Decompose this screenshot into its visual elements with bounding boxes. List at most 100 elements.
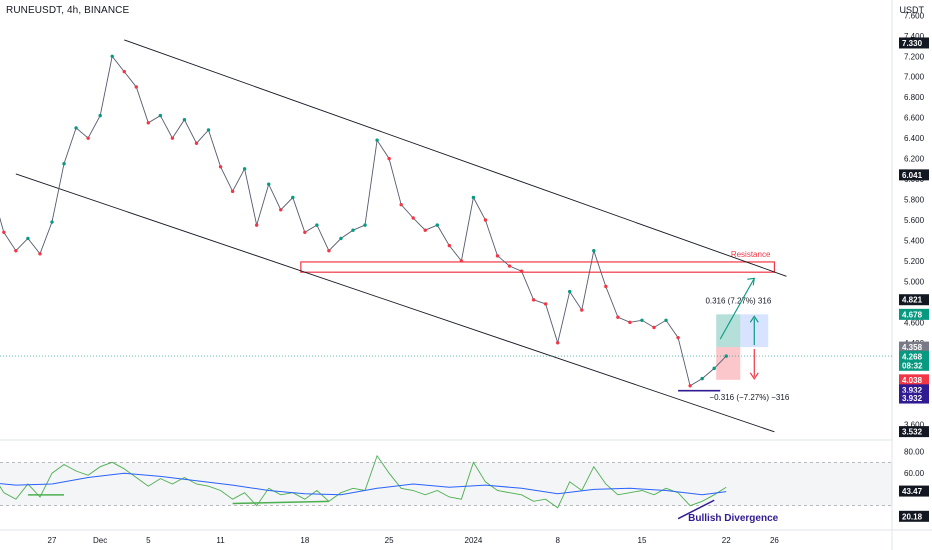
- price-point: [447, 243, 452, 248]
- time-tick-label: 25: [385, 536, 394, 545]
- price-tag-label: 4.678: [902, 310, 923, 319]
- price-tag: [899, 426, 929, 438]
- price-point: [399, 202, 403, 207]
- rsi-tick-label: 60.00: [904, 469, 925, 478]
- price-point: [423, 228, 427, 232]
- price-point: [555, 341, 560, 345]
- price-point: [206, 128, 211, 132]
- price-point: [218, 165, 223, 169]
- time-tick-label: 15: [638, 536, 647, 545]
- price-tag-label: 3.932: [902, 386, 923, 395]
- price-point: [507, 264, 512, 268]
- price-point: [279, 208, 283, 212]
- price-tick-label: 6.400: [904, 134, 925, 143]
- price-tag: [899, 384, 929, 396]
- price-point: [38, 252, 42, 256]
- price-point: [531, 298, 536, 302]
- price-point: [483, 218, 488, 222]
- stop-zone: [716, 347, 741, 380]
- price-point: [435, 223, 439, 227]
- price-point: [182, 118, 187, 122]
- price-point: [86, 136, 90, 140]
- rsi-tick-label: 80.00: [904, 448, 925, 457]
- price-point: [616, 315, 620, 319]
- price-tag: [899, 294, 929, 306]
- time-tick-label: 5: [146, 536, 151, 545]
- price-point: [242, 167, 247, 171]
- target-arrow-head: [749, 315, 759, 323]
- price-point: [62, 162, 66, 166]
- price-point: [688, 384, 692, 388]
- time-axis: 27 Dec 5 11 18 25 2024 8 15 22 26: [48, 536, 780, 545]
- price-tick-label: 3.600: [904, 421, 925, 430]
- price-tick-label: 5.600: [904, 216, 925, 225]
- rsi-ma-line: [0, 472, 727, 496]
- price-point: [254, 223, 259, 227]
- price-tag-label: 7.330: [902, 39, 923, 48]
- stop-label: −0.316 (−7.27%) −316: [709, 393, 789, 402]
- price-point: [363, 223, 367, 227]
- price-point: [315, 223, 319, 227]
- price-tag: [899, 350, 929, 362]
- projection-arrow-head: [747, 277, 755, 286]
- price-tag: [899, 37, 929, 49]
- price-tag: [899, 169, 929, 181]
- divergence-line: [232, 500, 329, 505]
- stop-arrow-head: [749, 372, 759, 380]
- price-point: [543, 302, 548, 306]
- target-zone: [716, 314, 741, 348]
- price-tick-label: 5.200: [904, 257, 925, 266]
- price-point: [230, 189, 235, 194]
- target-label: 0.316 (7.27%) 316: [705, 296, 771, 305]
- price-point: [26, 236, 30, 241]
- price-point: [50, 220, 54, 224]
- price-point: [604, 284, 608, 289]
- rsi-value-label: 20.18: [902, 512, 923, 521]
- price-tick-label: 4.600: [904, 318, 925, 327]
- time-tick-label: 22: [722, 536, 731, 545]
- price-overlay: Resistance 0.316 (7.27%) 316 −0.316 (−7.27…: [0, 39, 892, 433]
- time-tick-label: 26: [770, 536, 779, 545]
- price-tick-label: 5.000: [904, 277, 925, 286]
- price-point: [2, 230, 6, 234]
- price-tag-label: 3.932: [902, 394, 923, 403]
- price-tick-label: 6.200: [904, 155, 925, 164]
- symbol-header: RUNEUSDT, 4h, BINANCE: [6, 5, 130, 16]
- price-tick-label: 7.000: [904, 73, 925, 82]
- price-point: [134, 85, 138, 89]
- price-tick-label: 6.800: [904, 93, 925, 102]
- price-tag-label: 4.268: [902, 352, 923, 361]
- price-point: [664, 318, 668, 322]
- price-point: [411, 216, 415, 220]
- price-point: [724, 354, 728, 358]
- price-point: [375, 138, 379, 142]
- time-tick-label: 2024: [465, 536, 483, 545]
- price-point: [291, 195, 295, 200]
- price-tick-label: 7.400: [904, 32, 925, 41]
- price-point: [14, 248, 18, 253]
- channel-upper-line: [124, 39, 787, 277]
- price-point: [495, 254, 500, 258]
- price-point: [98, 113, 102, 118]
- price-point: [146, 121, 151, 125]
- price-point: [122, 69, 126, 74]
- price-tag: [899, 374, 929, 386]
- price-point: [676, 335, 680, 340]
- price-tick-label: 5.800: [904, 196, 925, 205]
- price-point: [628, 320, 632, 325]
- price-tick-label: 7.200: [904, 52, 925, 61]
- price-point: [387, 156, 391, 161]
- time-tick-label: Dec: [93, 536, 107, 545]
- price-point: [110, 54, 114, 58]
- price-tag: [899, 392, 929, 404]
- currency-label[interactable]: USDT: [899, 5, 925, 15]
- channel-lower-line: [15, 173, 775, 433]
- price-tag: [899, 308, 929, 320]
- price-point: [580, 308, 584, 312]
- price-tag-label: 08:32: [902, 361, 923, 370]
- price-tick-label: 5.400: [904, 236, 925, 245]
- price-point: [459, 259, 464, 263]
- price-point: [339, 236, 343, 241]
- price-tag: [899, 341, 929, 353]
